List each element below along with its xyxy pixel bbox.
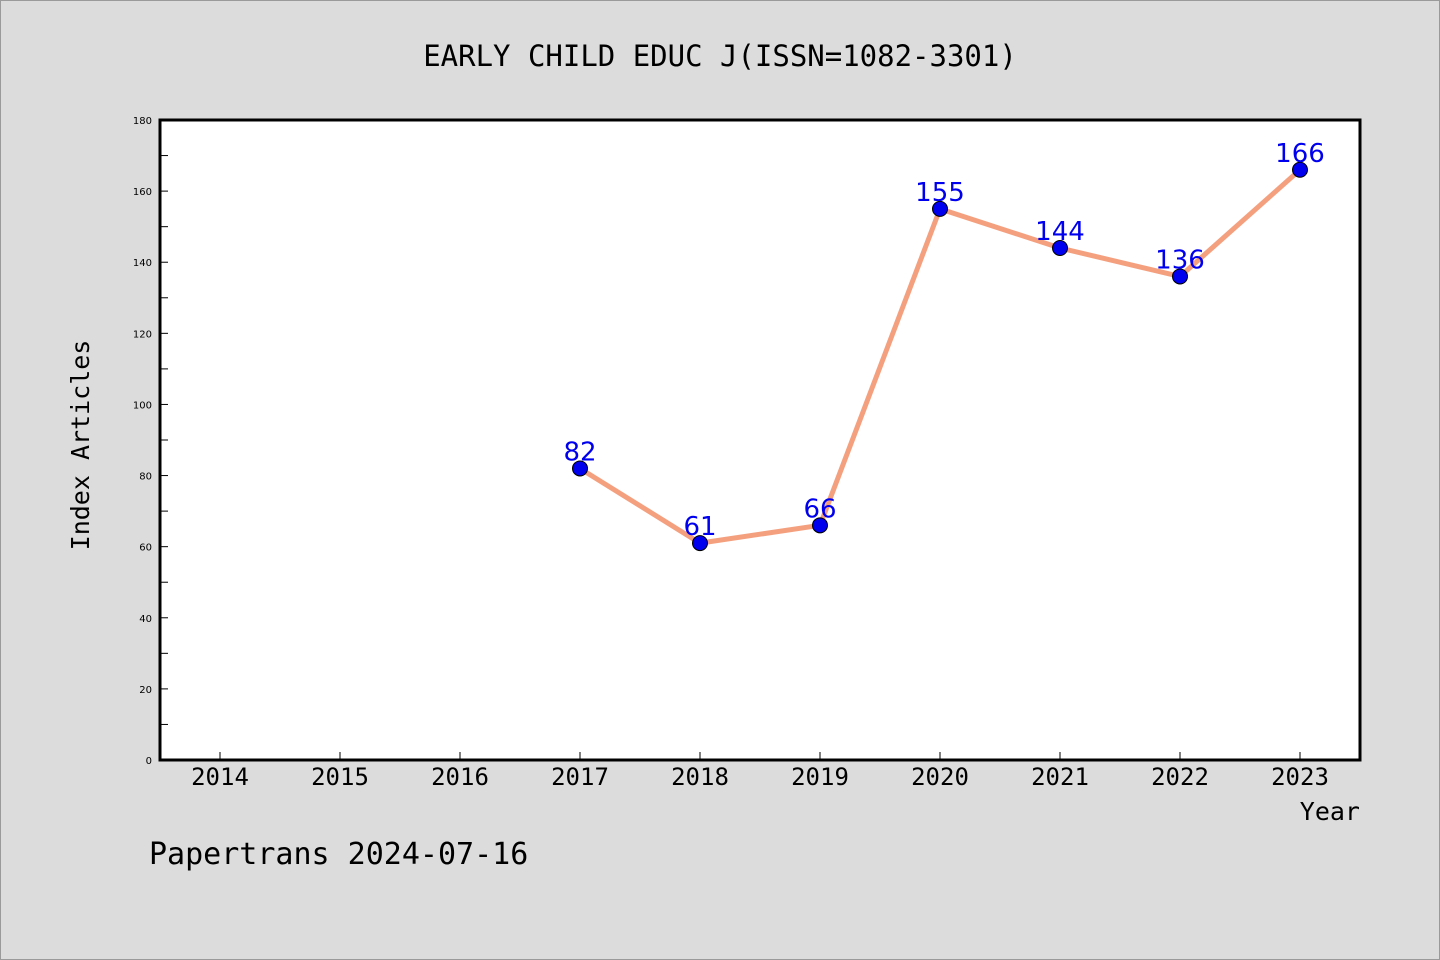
- data-label-group: 82 61 66 155 144 136 166: [563, 139, 1324, 542]
- y-tick-label: 60: [139, 543, 152, 554]
- x-tick-label: 2019: [791, 763, 849, 791]
- marker-group: [572, 161, 1308, 552]
- x-tick-label: 2017: [551, 763, 609, 791]
- y-tick-label: 180: [133, 116, 152, 127]
- data-label: 155: [915, 178, 965, 208]
- x-tick-label: 2022: [1151, 763, 1209, 791]
- x-tick-label: 2020: [911, 763, 969, 791]
- data-label: 61: [683, 512, 716, 542]
- footer-credit: Papertrans 2024-07-16: [149, 837, 528, 872]
- x-tick-label: 2015: [311, 763, 369, 791]
- data-point-marker: [692, 535, 708, 552]
- y-tick-label: 40: [139, 614, 152, 625]
- x-tick-label: 2018: [671, 763, 729, 791]
- chart-title: EARLY CHILD EDUC J(ISSN=1082-3301): [423, 39, 1017, 73]
- y-tick-label: 120: [133, 329, 152, 340]
- y-tick-label: 160: [133, 187, 152, 198]
- data-label: 136: [1155, 245, 1205, 275]
- x-tick-label: 2016: [431, 763, 489, 791]
- y-axis: 0 20 40 60 80 100 120 140 160 180: [133, 116, 168, 767]
- y-tick-label: 0: [146, 756, 152, 767]
- x-axis: 2014 2015 2016 2017 2018 2019 2020 2021 2022 2023: [191, 752, 1329, 791]
- y-tick-label: 140: [133, 258, 152, 269]
- y-tick-label: 100: [133, 400, 152, 411]
- plot-area: [158, 118, 1362, 762]
- data-label: 144: [1035, 217, 1085, 247]
- x-tick-label: 2014: [191, 763, 249, 791]
- data-label: 82: [563, 437, 596, 467]
- data-point-marker: [572, 460, 588, 477]
- x-axis-label: Year: [1300, 797, 1360, 826]
- data-point-marker: [1052, 240, 1068, 256]
- data-point-marker: [932, 200, 948, 217]
- y-tick-label: 20: [139, 685, 152, 696]
- x-tick-label: 2021: [1031, 763, 1089, 791]
- data-label: 66: [803, 494, 836, 524]
- y-tick-label: 80: [139, 472, 152, 483]
- x-tick-label: 2023: [1271, 763, 1329, 791]
- y-axis-label: Index Articles: [66, 340, 95, 551]
- data-label: 166: [1275, 139, 1325, 169]
- data-point-marker: [812, 517, 828, 534]
- data-point-marker: [1292, 161, 1308, 178]
- data-point-marker: [1172, 268, 1188, 285]
